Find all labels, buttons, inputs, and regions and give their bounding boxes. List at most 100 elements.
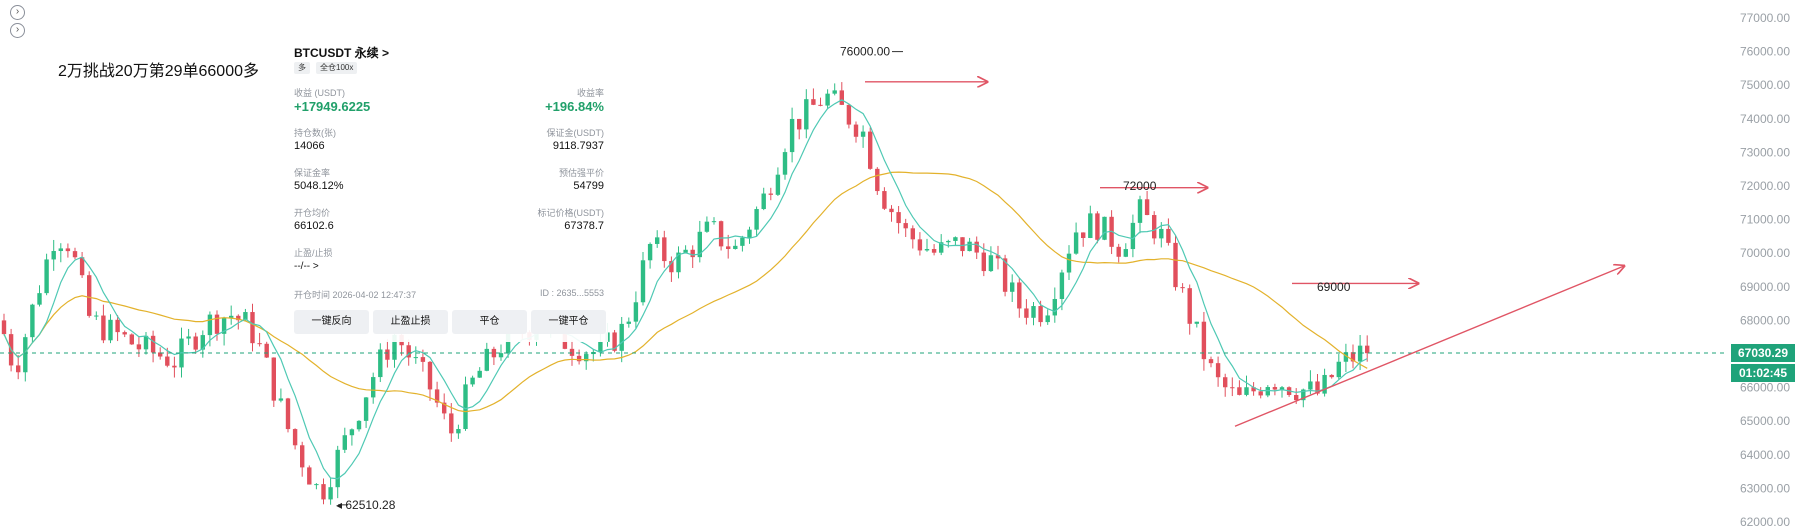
candle-body [1045, 315, 1050, 323]
entry-price-value: 66102.6 [294, 220, 334, 232]
candle-body [65, 248, 71, 252]
candle-body [314, 484, 319, 486]
reverse-button[interactable]: 一键反向 [294, 310, 369, 334]
y-tick-label: 62000.00 [1740, 515, 1790, 528]
candle-body [321, 484, 326, 500]
y-tick-label: 64000.00 [1740, 448, 1790, 462]
candle-body [214, 314, 220, 334]
close-all-button[interactable]: 一键平仓 [531, 310, 606, 334]
candle-body [1, 320, 7, 335]
candle-body [200, 335, 205, 350]
y-tick-label: 70000.00 [1740, 246, 1790, 260]
candle-body [882, 191, 887, 209]
candle-body [300, 445, 305, 468]
candle-body [434, 389, 440, 403]
candle-body [974, 241, 979, 253]
roe-label: 收益率 [576, 88, 604, 98]
pnl-label: 收益 (USDT) [294, 88, 345, 98]
candle-body [498, 353, 504, 358]
candle-body [626, 321, 631, 324]
candle-body [484, 348, 489, 371]
y-tick-label: 63000.00 [1740, 481, 1790, 495]
candle-body [1024, 308, 1029, 318]
candle-body [264, 343, 269, 358]
candle-body [371, 377, 376, 398]
candle-body [690, 249, 695, 258]
liq-price-value: 54799 [573, 180, 604, 192]
candle-body [1258, 391, 1263, 396]
annotation-72000: 72000 [1123, 179, 1157, 193]
candle-body [619, 323, 624, 351]
candle-body [868, 131, 873, 169]
candle-body [584, 354, 589, 362]
candle-body [683, 249, 688, 253]
y-tick-label: 65000.00 [1740, 414, 1790, 428]
candle-body [143, 335, 149, 350]
liq-price-label: 预估强平价 [558, 168, 604, 178]
candle-body [1265, 387, 1270, 396]
drawings[interactable]: 76000.00 72000 69000 ◂ 62510.28 [336, 45, 1624, 512]
candle-body [250, 312, 255, 344]
y-tick-label: 69000.00 [1740, 280, 1790, 294]
tpsl-button[interactable]: 止盈止损 [373, 310, 448, 334]
candle-body [1357, 345, 1363, 362]
candle-body [995, 255, 1001, 259]
candle-body [477, 370, 482, 378]
candle-body [1038, 306, 1043, 323]
current-price-tag: 67030.29 [1731, 343, 1795, 362]
candle-body [1308, 381, 1313, 390]
candle-body [889, 208, 894, 213]
candle-body [30, 304, 35, 338]
candle-body [768, 193, 773, 195]
candle-body [1294, 394, 1299, 401]
margin-label: 保证金(USDT) [546, 128, 605, 138]
countdown-tag: 01:02:45 [1731, 363, 1795, 382]
chevron-right-icon[interactable]: › [10, 23, 25, 38]
candle-body [1152, 215, 1157, 239]
y-tick-label: 76000.00 [1740, 45, 1790, 59]
candle-body [797, 118, 802, 130]
annotation-69000: 69000 [1317, 280, 1351, 294]
candle-body [988, 255, 994, 272]
candle-body [740, 237, 745, 246]
candle-body [158, 352, 163, 357]
candle-body [58, 248, 63, 252]
candle-body [1144, 199, 1150, 216]
candle-body [761, 193, 766, 210]
annotation-76000: 76000.00 [840, 45, 890, 59]
candle-body [51, 251, 56, 260]
candle-body [832, 90, 837, 94]
candle-body [818, 104, 823, 106]
symbol-title[interactable]: BTCUSDT 永续 > [294, 46, 390, 60]
candle-body [875, 168, 880, 192]
candle-body [811, 99, 816, 105]
candle-body [1230, 387, 1235, 389]
candle-body [278, 398, 284, 401]
tpsl-value[interactable]: --/-- > [294, 261, 319, 272]
size-label: 持仓数(张) [294, 128, 336, 138]
candle-body [1343, 352, 1349, 362]
candle-body [853, 124, 859, 137]
candle-body [1137, 199, 1143, 223]
candle-body [292, 429, 298, 446]
candle-body [491, 348, 497, 358]
candle-body [136, 344, 142, 350]
candle-body [1116, 246, 1121, 257]
candle-body [1081, 232, 1086, 239]
candle-body [612, 332, 617, 351]
candle-body [186, 336, 191, 339]
candle-body [172, 365, 177, 368]
annotation-62510: ◂ 62510.28 [336, 498, 396, 512]
position-id[interactable]: ID : 2635...5553 [539, 288, 604, 298]
y-tick-label: 73000.00 [1740, 145, 1790, 159]
candle-body [1052, 298, 1057, 316]
candle-body [860, 131, 866, 137]
candles [1, 82, 1370, 505]
trendline-arrow[interactable] [1234, 266, 1624, 427]
candle-body [1279, 387, 1285, 390]
candle-body [1031, 306, 1036, 318]
close-button[interactable]: 平仓 [452, 310, 527, 334]
chevron-right-icon[interactable]: › [10, 5, 25, 20]
candle-body [733, 245, 738, 249]
